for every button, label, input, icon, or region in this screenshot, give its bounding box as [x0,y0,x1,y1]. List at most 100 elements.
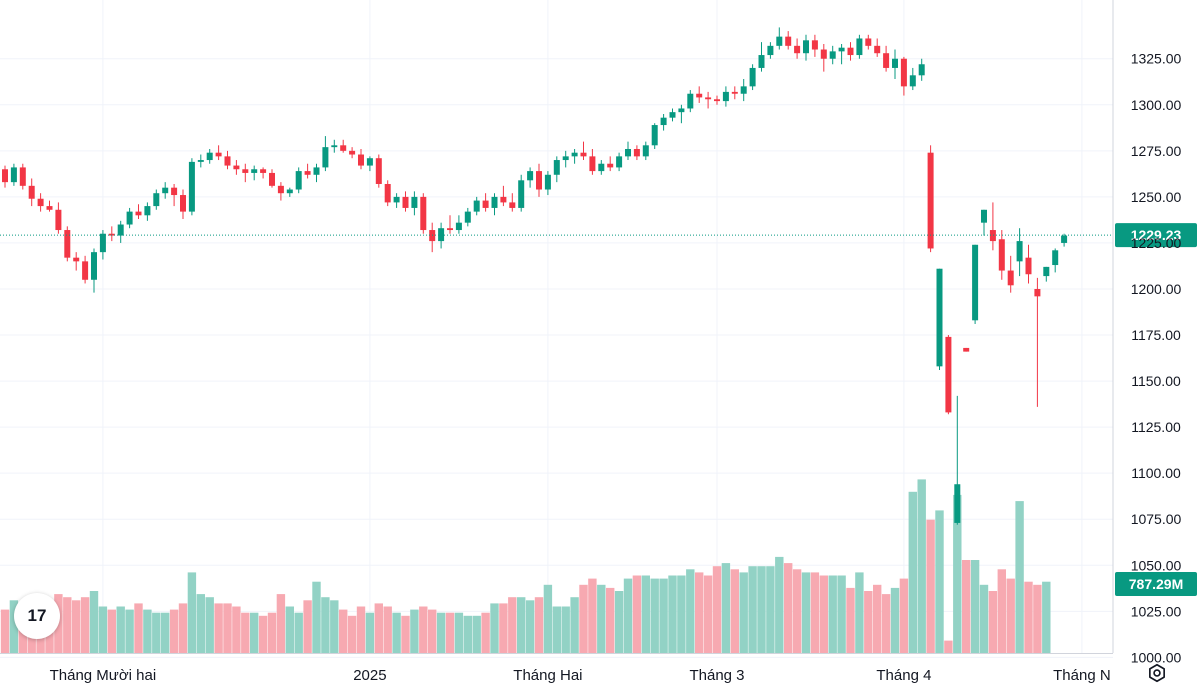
candle [927,145,934,253]
candle-body [696,93,703,98]
y-tick-label: 1075.00 [1131,511,1182,527]
candle [607,156,614,172]
candle [188,158,195,216]
settings-icon[interactable] [1146,662,1168,684]
volume-bar [997,569,1006,653]
candle [215,145,222,161]
volume-bar [356,606,366,653]
candle-body [509,202,516,208]
candle-body [171,187,178,196]
candle [963,347,970,352]
candle [455,215,462,234]
x-tick-label: Tháng Mười hai [50,667,157,684]
volume-bar [152,612,161,653]
candle [19,163,26,190]
candle-body [527,171,534,181]
candle [589,148,596,175]
volume-bar [267,612,277,653]
candle-body [660,117,667,126]
volume-bar [917,479,926,653]
volume-bar [1024,581,1033,653]
candle-body [153,193,160,207]
candle [687,90,694,113]
candle [714,95,720,105]
volume-bar [739,572,748,653]
candle-body [1043,266,1050,277]
candle-body [1052,250,1059,266]
candle [322,136,329,172]
candle [678,104,685,124]
candle-body [269,172,275,186]
volume-bar [650,578,659,653]
volume-bar [63,597,72,653]
candle [251,165,258,181]
candle [829,45,836,65]
candle-body [811,40,818,50]
volume-bar [623,578,633,653]
candle [536,163,542,197]
candle-body [874,45,881,54]
volume-bar [241,612,250,653]
volume-bar [169,609,179,653]
volume-bar [908,491,917,653]
volume-bar [401,615,410,653]
candle [55,202,62,234]
volume-bar [196,594,205,653]
candle-body [945,336,952,413]
candle [277,182,284,201]
candle [295,167,302,194]
candle-body [37,198,44,207]
candle [900,56,907,96]
candle [642,141,649,161]
y-tick-label: 1325.00 [1131,51,1182,67]
volume-bar [944,640,953,653]
last-price-label: 1229.23 [1131,227,1182,243]
candle [393,193,400,208]
candle-body [803,40,809,54]
candle [73,252,80,271]
candle [856,34,863,59]
tradingview-logo-icon[interactable]: 17 [14,593,60,639]
volume-bar [855,572,864,653]
candle-body [678,108,685,113]
candle [722,86,729,107]
candle-body [865,38,872,46]
candle-body [402,196,409,208]
candle [82,255,89,284]
candle [1007,255,1014,293]
candle [847,42,854,61]
volume-bar [463,615,472,653]
candle-body [598,163,605,172]
candle-body [99,233,106,253]
volume-bar [988,591,998,653]
volume-bar [543,584,553,653]
candle-body [1061,235,1068,243]
volume-bar [1006,578,1015,653]
volume-bar [819,575,828,653]
candle [553,156,560,183]
candle-body [838,47,845,52]
candle [1052,248,1059,273]
volume-bar [962,560,971,653]
candle [1061,233,1068,247]
candle [758,42,765,72]
candle-body [642,145,649,157]
candle-body [571,152,578,157]
y-tick-label: 1150.00 [1131,373,1181,389]
volume-bar [214,603,223,653]
volume-bar [828,575,837,653]
volume-bar [579,584,588,653]
candle-body [473,200,480,212]
candle [892,49,898,79]
candle-body [669,112,676,118]
candle [135,204,142,219]
candle-body [731,91,738,94]
candle [99,230,106,260]
volume-bar [0,609,10,653]
candle-body [1007,270,1014,286]
candle-body [331,145,338,148]
candle-body [767,45,774,56]
candle-body [447,228,453,231]
